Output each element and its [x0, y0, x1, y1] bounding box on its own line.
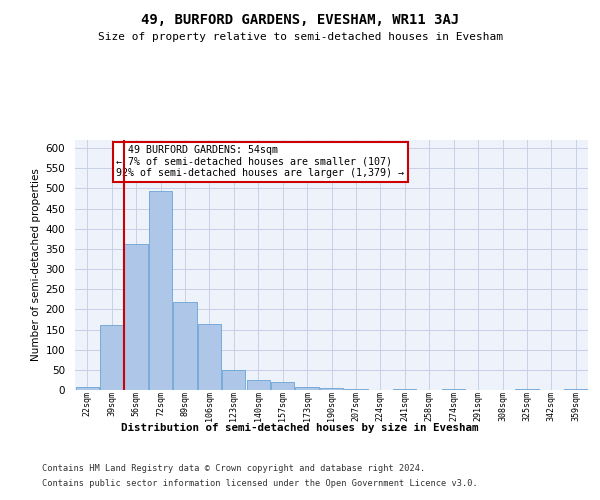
- Bar: [124, 244, 148, 390]
- Bar: [564, 389, 587, 390]
- Bar: [295, 387, 319, 390]
- Bar: [442, 389, 465, 390]
- Bar: [320, 388, 343, 390]
- Bar: [344, 389, 368, 390]
- Text: Contains public sector information licensed under the Open Government Licence v3: Contains public sector information licen…: [42, 479, 478, 488]
- Bar: [515, 389, 539, 390]
- Text: 49, BURFORD GARDENS, EVESHAM, WR11 3AJ: 49, BURFORD GARDENS, EVESHAM, WR11 3AJ: [141, 12, 459, 26]
- Text: 49 BURFORD GARDENS: 54sqm
← 7% of semi-detached houses are smaller (107)
92% of : 49 BURFORD GARDENS: 54sqm ← 7% of semi-d…: [116, 145, 404, 178]
- Y-axis label: Number of semi-detached properties: Number of semi-detached properties: [31, 168, 41, 362]
- Text: Size of property relative to semi-detached houses in Evesham: Size of property relative to semi-detach…: [97, 32, 503, 42]
- Bar: [173, 302, 197, 390]
- Bar: [222, 370, 245, 390]
- Bar: [393, 389, 416, 390]
- Bar: [149, 191, 172, 390]
- Bar: [198, 324, 221, 390]
- Bar: [76, 387, 99, 390]
- Bar: [100, 326, 123, 390]
- Text: Contains HM Land Registry data © Crown copyright and database right 2024.: Contains HM Land Registry data © Crown c…: [42, 464, 425, 473]
- Text: Distribution of semi-detached houses by size in Evesham: Distribution of semi-detached houses by …: [121, 422, 479, 432]
- Bar: [247, 380, 270, 390]
- Bar: [271, 382, 294, 390]
